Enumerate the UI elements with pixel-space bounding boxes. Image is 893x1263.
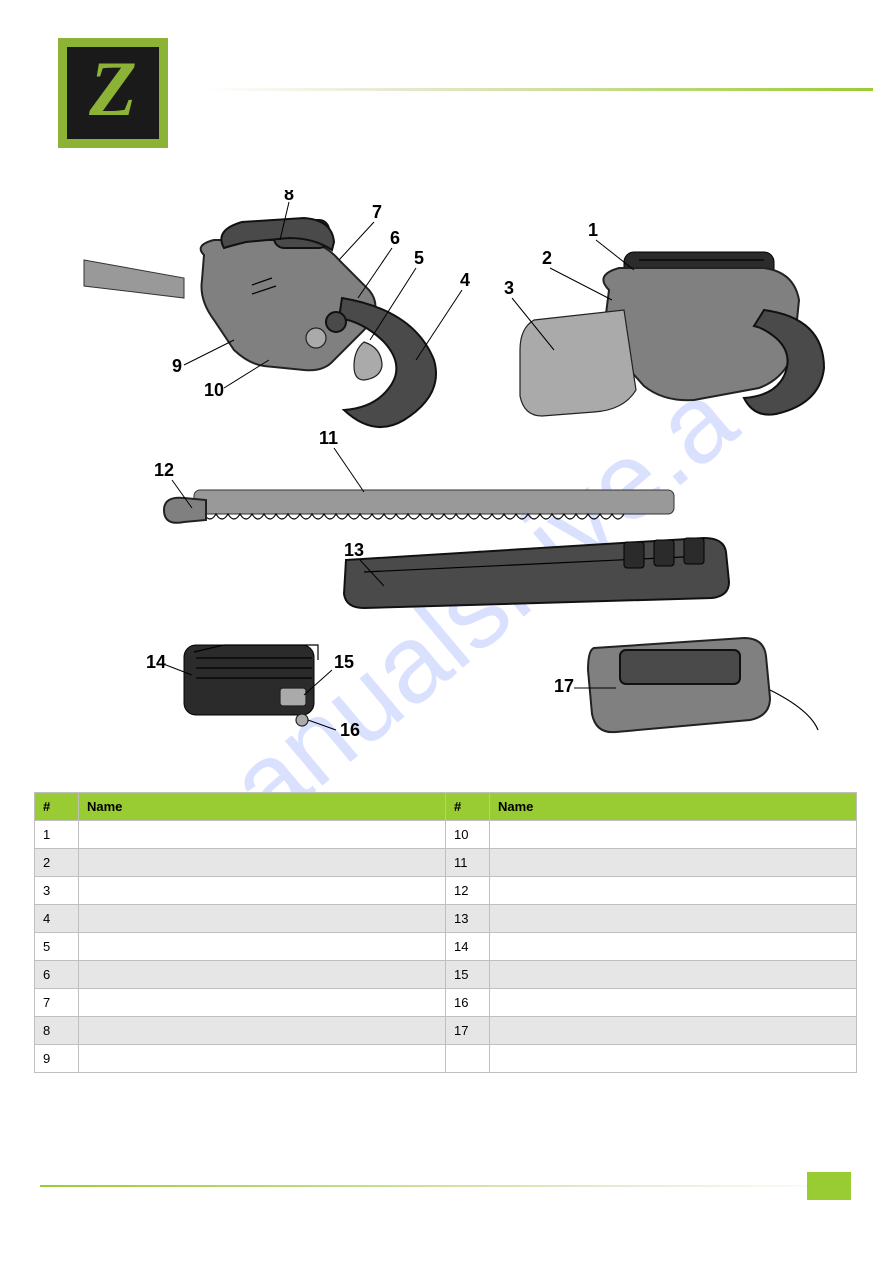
table-row: 9 <box>35 1045 857 1073</box>
svg-text:9: 9 <box>172 356 182 376</box>
svg-text:14: 14 <box>146 652 166 672</box>
svg-text:5: 5 <box>414 248 424 268</box>
table-row: 3 12 <box>35 877 857 905</box>
parts-table: # Name # Name 1 10 2 11 3 12 <box>34 792 857 1073</box>
footer-divider <box>40 1185 853 1187</box>
svg-text:3: 3 <box>504 278 514 298</box>
table-row: 8 17 <box>35 1017 857 1045</box>
svg-text:11: 11 <box>319 428 338 448</box>
svg-text:8: 8 <box>284 190 294 204</box>
table-row: 6 15 <box>35 961 857 989</box>
svg-text:16: 16 <box>340 720 360 740</box>
col-num-left: # <box>35 793 79 821</box>
svg-text:4: 4 <box>460 270 470 290</box>
svg-text:7: 7 <box>372 202 382 222</box>
exploded-diagram: .body { fill:#808080; stroke:#222; strok… <box>64 190 829 760</box>
svg-text:15: 15 <box>334 652 354 672</box>
svg-text:1: 1 <box>588 220 598 240</box>
svg-text:6: 6 <box>390 228 400 248</box>
col-name-right: Name <box>490 793 857 821</box>
col-num-right: # <box>446 793 490 821</box>
svg-text:10: 10 <box>204 380 224 400</box>
table-row: 7 16 <box>35 989 857 1017</box>
header-divider <box>200 88 873 91</box>
svg-text:2: 2 <box>542 248 552 268</box>
brand-logo: Z <box>58 38 168 148</box>
table-row: 2 11 <box>35 849 857 877</box>
page-number-badge <box>807 1172 851 1200</box>
page: Z manualshive.a .body { fill:#808080; st… <box>0 0 893 1263</box>
svg-text:13: 13 <box>344 540 364 560</box>
svg-text:17: 17 <box>554 676 574 696</box>
svg-text:12: 12 <box>154 460 174 480</box>
table-row: 5 14 <box>35 933 857 961</box>
logo-letter: Z <box>89 50 137 128</box>
table-row: 1 10 <box>35 821 857 849</box>
table-row: 4 13 <box>35 905 857 933</box>
col-name-left: Name <box>79 793 446 821</box>
